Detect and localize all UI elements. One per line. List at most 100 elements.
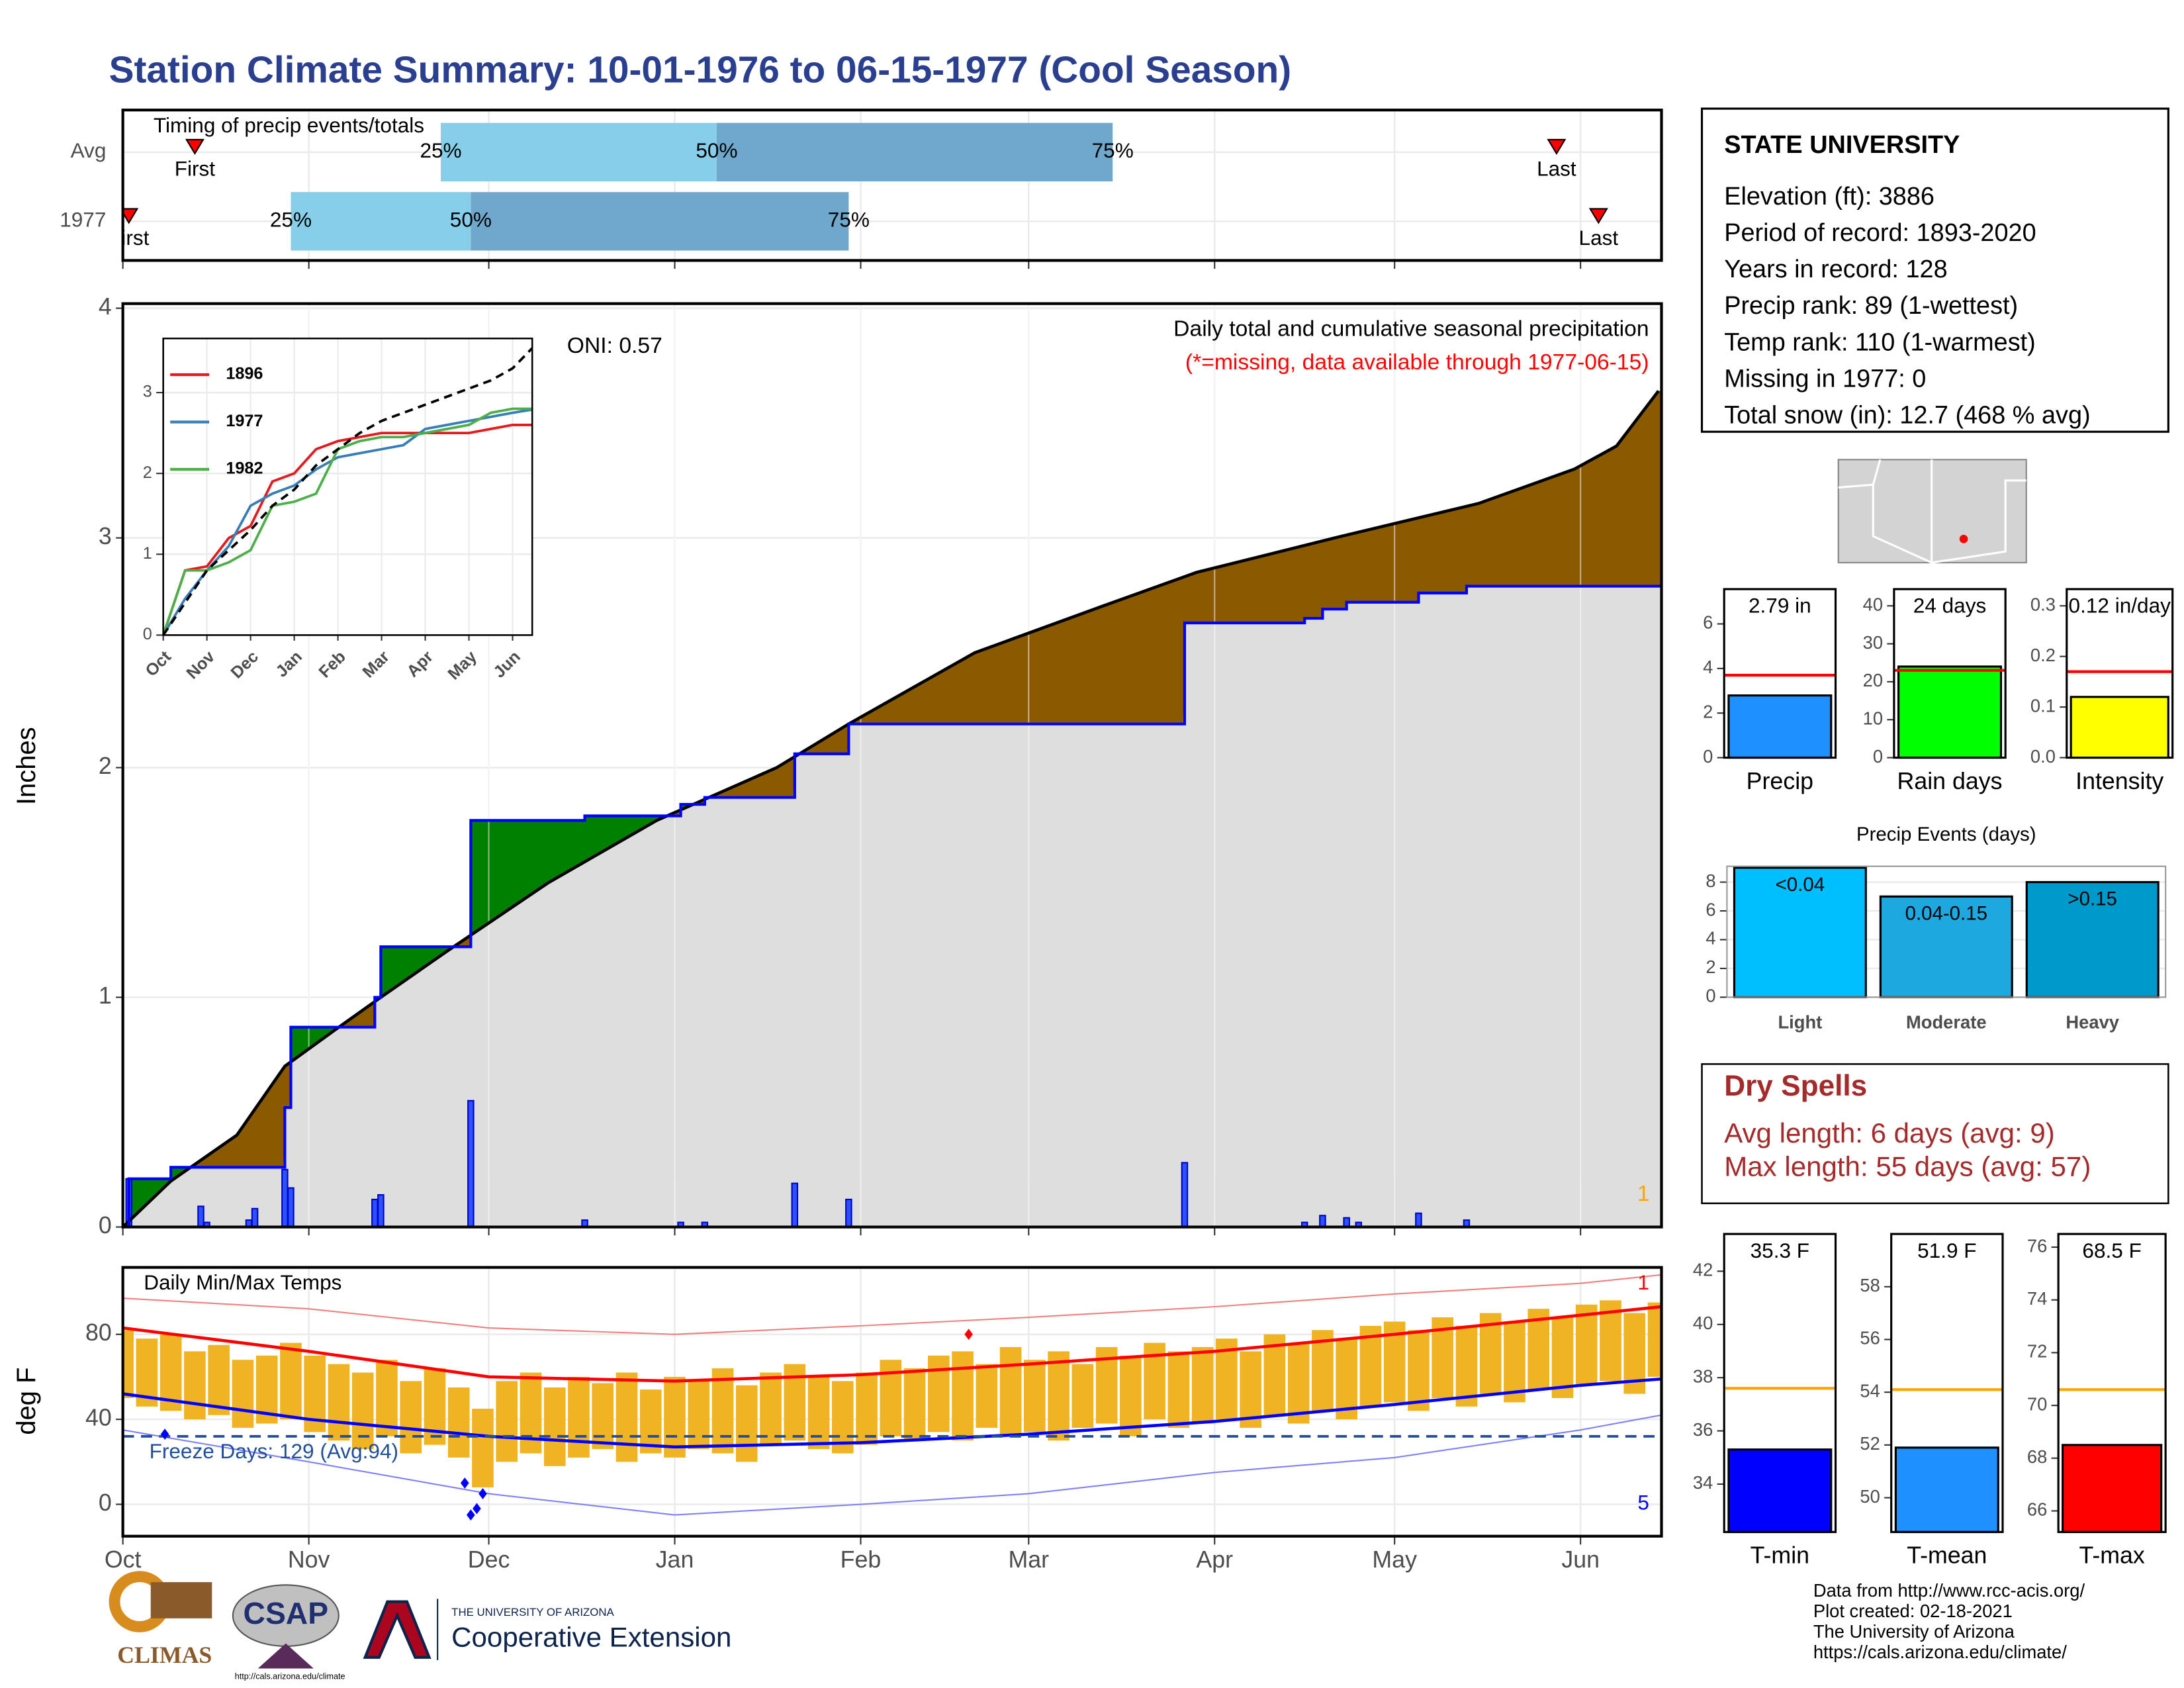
x-tick-label: Heavy	[2066, 1012, 2119, 1033]
quartile-label: 50%	[696, 138, 737, 162]
x-tick-label: T-min	[1751, 1542, 1809, 1569]
temp-bar	[543, 1387, 566, 1466]
daily-bar	[581, 1219, 588, 1227]
panel-title: Daily total and cumulative seasonal prec…	[1173, 317, 1649, 342]
x-tick-label: Feb	[841, 1546, 882, 1573]
bar	[2062, 1444, 2163, 1533]
high-note: 1	[1637, 1270, 1649, 1294]
temp-bar	[122, 1330, 134, 1399]
bar	[2070, 696, 2169, 759]
daily-bar	[791, 1182, 799, 1227]
record-marker	[160, 1429, 169, 1440]
y-tick-label: 34	[1693, 1472, 1713, 1493]
y-tick-label: 68	[2027, 1446, 2047, 1467]
y-tick-label: 6	[1706, 899, 1715, 919]
temp-bar	[496, 1381, 518, 1462]
x-tick-label: Precip	[1747, 768, 1813, 794]
y-tick-label: 4	[99, 293, 112, 320]
y-axis-label: deg F	[12, 1367, 41, 1434]
csap-mountain	[257, 1643, 314, 1669]
event-label: First	[175, 157, 216, 181]
daily-bar	[377, 1194, 385, 1227]
daily-bar	[1181, 1162, 1189, 1227]
temp-bar	[903, 1368, 926, 1441]
y-tick-label: 2	[99, 753, 112, 779]
value-label: >0.15	[2068, 888, 2117, 910]
value-label: 68.5 F	[2082, 1239, 2141, 1262]
y-tick-label: 0	[99, 1489, 112, 1516]
average-line	[162, 347, 533, 636]
series-line	[162, 408, 533, 636]
y-tick-label: 0	[1703, 746, 1713, 767]
panel-frame	[162, 338, 533, 636]
footer-line: https://cals.arizona.edu/climate/	[1813, 1642, 2067, 1662]
oni-label: ONI: 0.57	[567, 334, 662, 358]
y-tick-label: 3	[99, 523, 112, 549]
normal-high-line	[122, 1305, 1662, 1383]
y-tick-label: 0	[1706, 986, 1715, 1006]
y-tick-label: 2	[1706, 957, 1715, 977]
logos: CLIMAS CSAP http://cals.arizona.edu/clim…	[109, 1571, 731, 1681]
temp-bar	[1336, 1338, 1357, 1420]
row-label: Avg	[71, 138, 107, 162]
x-tick-label: Jan	[656, 1546, 694, 1573]
temp-bar	[976, 1364, 998, 1428]
y-tick-label: 38	[1693, 1366, 1713, 1386]
temp-bar	[351, 1372, 374, 1450]
panel-title: Precip Events (days)	[1856, 823, 2036, 845]
y-tick-label: 40	[1693, 1313, 1713, 1333]
daily-bar	[467, 1100, 475, 1227]
footer-line: Plot created: 02-18-2021	[1813, 1601, 2013, 1621]
map-border	[1872, 479, 2026, 564]
y-tick-label: 10	[1863, 708, 1883, 728]
x-tick-label: Jun	[1561, 1546, 1600, 1573]
y-tick-label: 70	[2027, 1393, 2047, 1414]
csap-logo: CSAP	[244, 1596, 329, 1630]
temp-bar	[208, 1344, 230, 1415]
station-info: Years in record: 128	[1724, 256, 1947, 283]
value-label: 35.3 F	[1751, 1239, 1809, 1262]
x-tick-label: May	[1372, 1546, 1417, 1573]
y-tick-label: 8	[1706, 870, 1715, 891]
bar	[1727, 694, 1833, 759]
x-tick-label: Intensity	[2075, 768, 2163, 794]
y-tick-label: 20	[1863, 670, 1883, 690]
temp-bar	[1120, 1355, 1142, 1436]
value-label: <0.04	[1776, 874, 1825, 896]
y-tick-label: 6	[1703, 612, 1713, 633]
x-tick-label: Rain days	[1897, 768, 2003, 794]
temp-bar	[735, 1385, 758, 1462]
state-map	[1837, 459, 2027, 564]
y-tick-label: 4	[1703, 657, 1713, 677]
event-marker	[1588, 208, 1608, 224]
event-label: Last	[1537, 157, 1576, 181]
series-line	[161, 424, 533, 636]
temp-bar	[232, 1360, 254, 1428]
temp-bar	[1240, 1351, 1261, 1428]
y-tick-label: 0	[99, 1212, 112, 1239]
panel-frame	[121, 1266, 1663, 1538]
daily-bar	[281, 1168, 289, 1227]
bar	[1727, 1448, 1833, 1533]
event-marker	[185, 138, 205, 155]
panel-frame	[1723, 1233, 1837, 1533]
temp-bar	[1575, 1304, 1598, 1385]
ua-logo	[363, 1600, 432, 1659]
panel-frame	[1893, 588, 2007, 759]
daily-bar	[197, 1205, 205, 1227]
panel-frame	[2066, 588, 2174, 759]
temp-bar	[1527, 1309, 1550, 1390]
temp-bar	[280, 1342, 302, 1420]
y-tick-label: 56	[1860, 1328, 1880, 1348]
temp-bar	[856, 1372, 878, 1445]
quartile-label: 25%	[270, 208, 312, 232]
plot-layer: 25% 50% 75% First Last 25% 50% 75% First Last	[122, 122, 1662, 251]
freeze-label: Freeze Days: 129 (Avg:94)	[150, 1439, 398, 1463]
panel-title: Daily Min/Max Temps	[144, 1270, 341, 1294]
panel-note: (*=missing, data available through 1977-…	[1185, 350, 1649, 375]
panel-frame	[1726, 865, 2167, 998]
daily-bar	[1415, 1212, 1422, 1227]
temp-bar	[807, 1376, 830, 1450]
